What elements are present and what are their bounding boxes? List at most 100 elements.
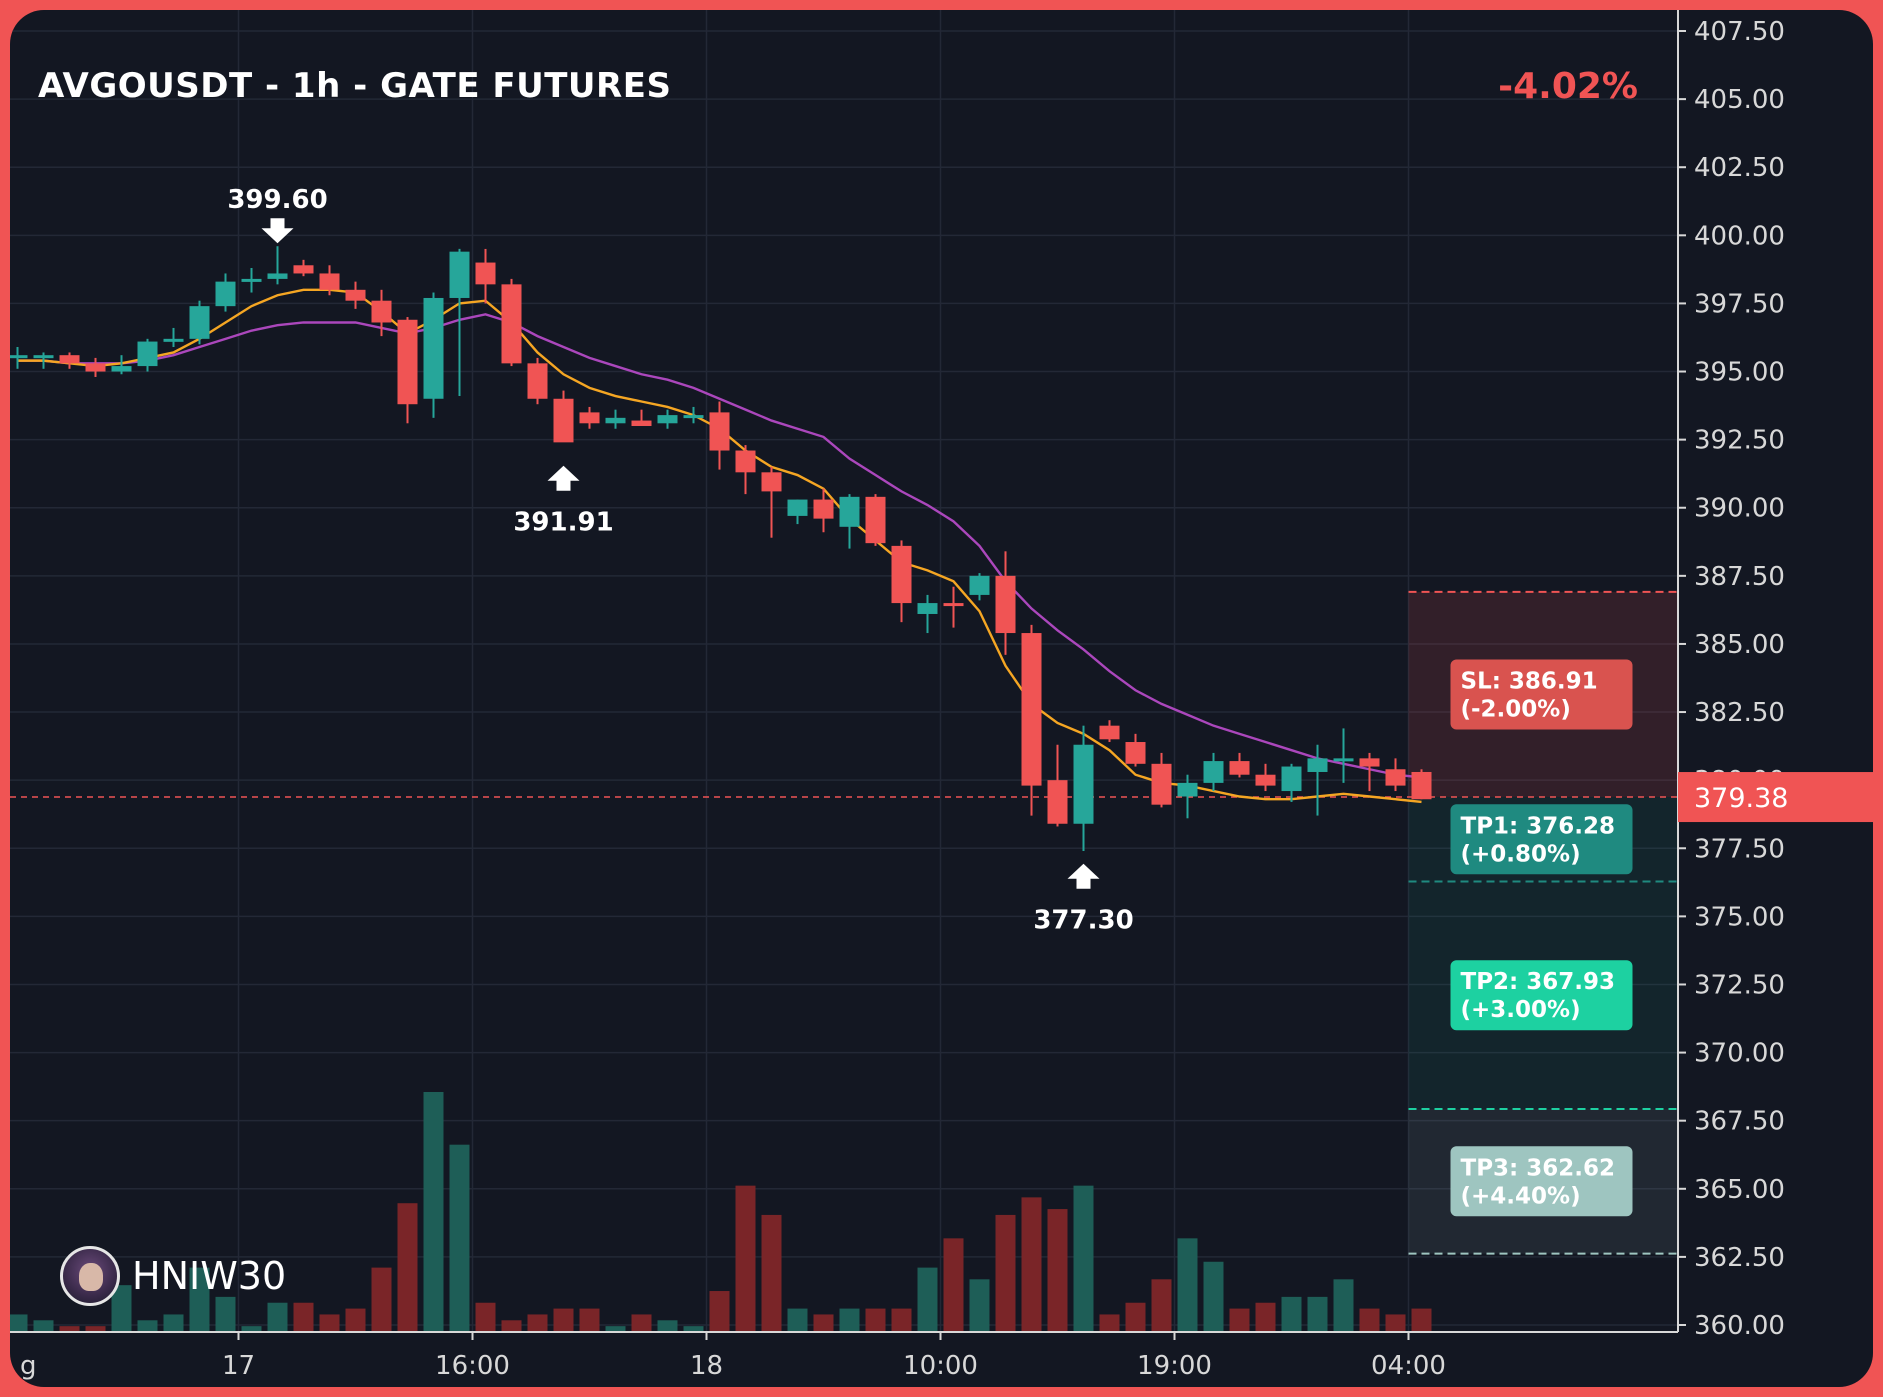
candle[interactable] bbox=[1177, 782, 1198, 797]
volume-bar bbox=[397, 1203, 418, 1332]
candle[interactable] bbox=[137, 341, 158, 367]
candle[interactable] bbox=[475, 262, 496, 285]
candle[interactable] bbox=[995, 575, 1016, 634]
y-tick-label: 377.50 bbox=[1694, 834, 1785, 864]
current-price-badge bbox=[1678, 772, 1873, 823]
volume-bar bbox=[579, 1308, 600, 1332]
candle[interactable] bbox=[1229, 761, 1250, 775]
volume-bar bbox=[10, 1314, 28, 1332]
candle[interactable] bbox=[189, 306, 210, 339]
volume-bar bbox=[1359, 1308, 1380, 1332]
y-tick-label: 382.50 bbox=[1694, 698, 1785, 728]
candle[interactable] bbox=[943, 603, 964, 607]
candle[interactable] bbox=[293, 265, 314, 274]
volume-bar bbox=[1255, 1302, 1276, 1332]
candle[interactable] bbox=[1307, 758, 1328, 772]
candle[interactable] bbox=[969, 575, 990, 595]
candle[interactable] bbox=[709, 412, 730, 451]
candle[interactable] bbox=[527, 363, 548, 399]
volume-bar bbox=[111, 1285, 132, 1332]
candle[interactable] bbox=[85, 363, 106, 372]
arrow-up-icon bbox=[1067, 863, 1100, 889]
candle[interactable] bbox=[605, 417, 626, 424]
sl-label: SL: 386.91 bbox=[1461, 668, 1598, 694]
volume-bar bbox=[605, 1326, 626, 1332]
candle[interactable] bbox=[111, 366, 132, 372]
y-tick-label: 365.00 bbox=[1694, 1175, 1785, 1205]
candle[interactable] bbox=[761, 472, 782, 492]
y-tick-label: 375.00 bbox=[1694, 902, 1785, 932]
candle[interactable] bbox=[917, 603, 938, 614]
candle[interactable] bbox=[1281, 766, 1302, 792]
y-tick-label: 397.50 bbox=[1694, 289, 1785, 319]
candle[interactable] bbox=[59, 355, 80, 364]
candle[interactable] bbox=[579, 412, 600, 424]
candle[interactable] bbox=[891, 545, 912, 604]
candle[interactable] bbox=[215, 281, 236, 307]
candle[interactable] bbox=[397, 319, 418, 405]
candle[interactable] bbox=[865, 496, 886, 544]
volume-bar bbox=[215, 1296, 236, 1332]
candle[interactable] bbox=[553, 398, 574, 443]
volume-bar bbox=[59, 1326, 80, 1332]
candle[interactable] bbox=[1411, 771, 1432, 800]
y-tick-label: 405.00 bbox=[1694, 85, 1785, 115]
candle[interactable] bbox=[1099, 725, 1120, 740]
candle[interactable] bbox=[657, 415, 678, 424]
candle[interactable] bbox=[423, 297, 444, 399]
candle[interactable] bbox=[683, 415, 704, 419]
candle[interactable] bbox=[371, 300, 392, 323]
candle[interactable] bbox=[1047, 780, 1068, 824]
current-price-label: 379.38 bbox=[1694, 783, 1788, 814]
volume-bar bbox=[319, 1314, 340, 1332]
volume-bar bbox=[839, 1308, 860, 1332]
x-tick-label: 19:00 bbox=[1137, 1351, 1212, 1381]
marker-label: 399.60 bbox=[227, 185, 327, 215]
candle[interactable] bbox=[267, 273, 288, 279]
candle[interactable] bbox=[839, 496, 860, 527]
candle[interactable] bbox=[449, 251, 470, 298]
candle[interactable] bbox=[345, 289, 366, 301]
sl-label-box bbox=[1450, 659, 1633, 730]
volume-bar bbox=[657, 1320, 678, 1332]
candle[interactable] bbox=[1333, 758, 1354, 762]
candle[interactable] bbox=[1021, 633, 1042, 786]
y-tick-label: 390.00 bbox=[1694, 494, 1785, 524]
candle[interactable] bbox=[1073, 744, 1094, 824]
candle[interactable] bbox=[813, 499, 834, 519]
chart-title: AVGOUSDT - 1h - GATE FUTURES bbox=[38, 66, 672, 106]
y-tick-label: 385.00 bbox=[1694, 630, 1785, 660]
volume-bar bbox=[787, 1308, 808, 1332]
price-chart[interactable]: 399.60 391.91 377.30 SL: 386.91(-2.00%) TP1:… bbox=[10, 10, 1873, 1387]
candle[interactable] bbox=[631, 420, 652, 427]
candle[interactable] bbox=[501, 284, 522, 364]
candle[interactable] bbox=[1359, 758, 1380, 767]
y-tick-label: 402.50 bbox=[1694, 153, 1785, 183]
volume-bar bbox=[423, 1092, 444, 1332]
y-tick-label: 392.50 bbox=[1694, 426, 1785, 456]
volume-bar bbox=[995, 1214, 1016, 1332]
tp1-label-box bbox=[1450, 804, 1633, 875]
candle[interactable] bbox=[787, 499, 808, 516]
candle[interactable] bbox=[319, 273, 340, 290]
candle[interactable] bbox=[33, 355, 54, 359]
volume-bar bbox=[553, 1308, 574, 1332]
volume-bar bbox=[1203, 1261, 1224, 1332]
marker-label: 377.30 bbox=[1033, 906, 1133, 936]
candle[interactable] bbox=[1385, 769, 1406, 786]
volume-bar bbox=[1177, 1238, 1198, 1332]
candle[interactable] bbox=[163, 338, 184, 342]
candle[interactable] bbox=[735, 450, 756, 473]
candle[interactable] bbox=[1151, 763, 1172, 805]
price-change: -4.02% bbox=[1498, 66, 1638, 107]
candle[interactable] bbox=[1255, 774, 1276, 786]
tp3-label-box bbox=[1450, 1146, 1633, 1217]
candle[interactable] bbox=[10, 355, 28, 359]
tp1-pct: (+0.80%) bbox=[1461, 841, 1581, 867]
candle[interactable] bbox=[1125, 742, 1146, 764]
volume-bar bbox=[943, 1238, 964, 1332]
chart-frame: 399.60 391.91 377.30 SL: 386.91 (-2.00%) TP1:… bbox=[10, 10, 1873, 1387]
volume-bar bbox=[683, 1326, 704, 1332]
candle[interactable] bbox=[1203, 761, 1224, 783]
candle[interactable] bbox=[241, 278, 262, 282]
